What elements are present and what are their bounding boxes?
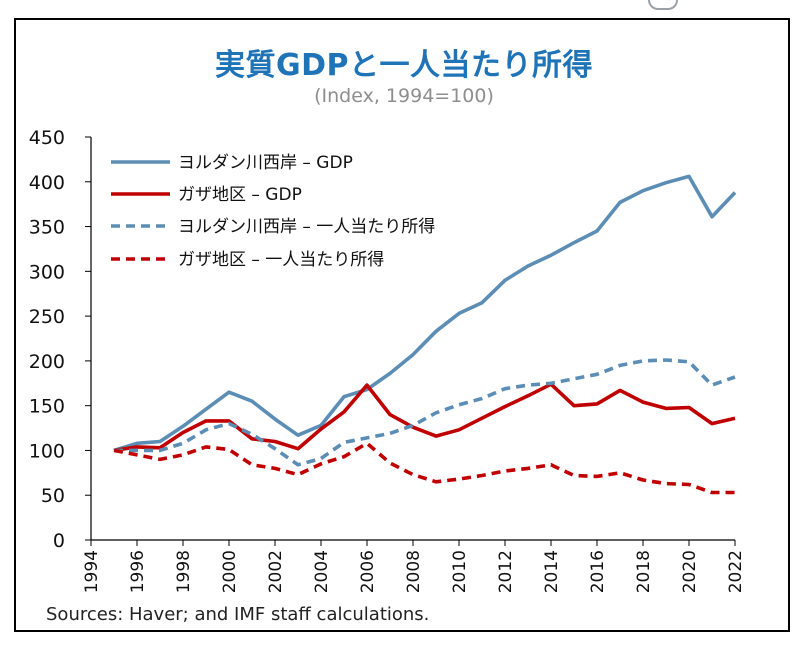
x-tick-label: 2022: [726, 550, 746, 593]
source-note: Sources: Haver; and IMF staff calculatio…: [46, 604, 430, 625]
y-tick-label: 100: [29, 440, 65, 462]
series-line-2: [113, 382, 736, 453]
y-tick-label: 150: [29, 396, 65, 418]
x-tick-label: 2018: [634, 550, 654, 593]
y-tick-label: 200: [29, 351, 65, 373]
y-tick-label: 450: [29, 127, 65, 149]
chart-title: 実質GDPと一人当たり所得: [214, 48, 593, 83]
y-tick-label: 250: [29, 306, 65, 328]
x-tick-label: 2006: [358, 550, 378, 593]
y-tick-label: 50: [41, 485, 65, 507]
x-tick-label: 1996: [128, 550, 148, 593]
x-tick-label: 2010: [450, 550, 470, 593]
x-tick-label: 1998: [174, 550, 194, 593]
x-tick-label: 1994: [82, 550, 102, 593]
x-tick-label: 2004: [312, 550, 332, 593]
x-tick-label: 2012: [496, 550, 516, 593]
y-tick-label: 0: [53, 530, 65, 552]
x-tick-label: 2008: [404, 550, 424, 593]
y-tick-label: 350: [29, 217, 65, 239]
x-tick-label: 2014: [542, 550, 562, 593]
x-tick-label: 2002: [266, 550, 286, 593]
legend-label-3: ヨルダン川西岸 – 一人当たり所得: [178, 217, 435, 237]
x-tick-label: 2016: [588, 550, 608, 593]
y-tick-label: 300: [29, 261, 65, 283]
series-line-4: [113, 441, 735, 495]
chart-subtitle: (Index, 1994=100): [314, 85, 494, 107]
x-tick-label: 2020: [680, 550, 700, 593]
chart-frame: [14, 18, 790, 632]
series-line-3: [114, 358, 736, 467]
y-tick-label: 400: [29, 172, 65, 194]
x-tick-label: 2000: [220, 550, 240, 593]
legend-label-4: ガザ地区 – 一人当たり所得: [178, 250, 384, 270]
series-line-1: [113, 174, 737, 453]
legend-label-2: ガザ地区 – GDP: [178, 185, 302, 205]
legend-label-1: ヨルダン川西岸 – GDP: [178, 153, 353, 173]
